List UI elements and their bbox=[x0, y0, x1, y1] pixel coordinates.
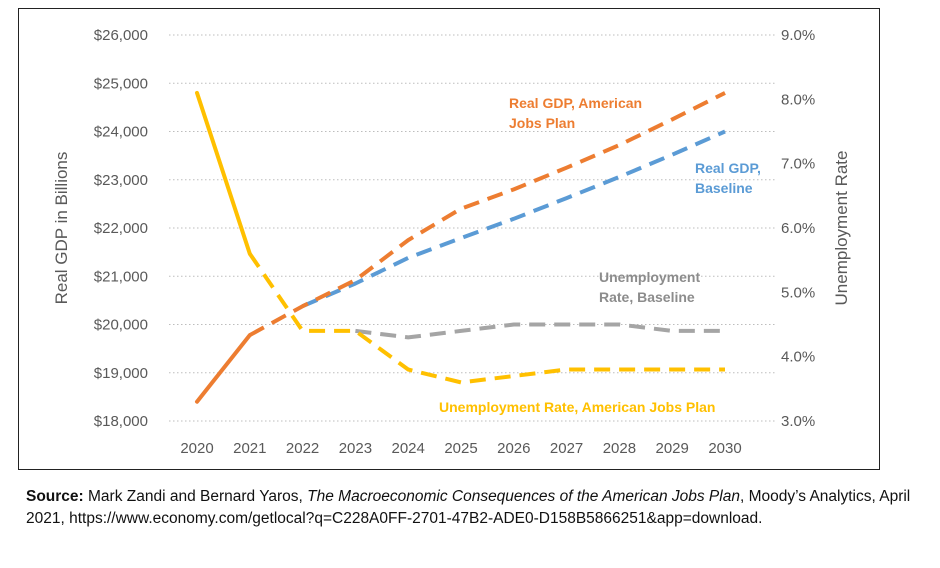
series-annotation: Real GDP, American bbox=[509, 95, 642, 111]
x-tick-label: 2027 bbox=[550, 440, 583, 457]
series-line-dashed bbox=[248, 91, 726, 337]
series-annotation: Unemployment Rate, American Jobs Plan bbox=[439, 399, 715, 415]
x-tick-label: 2022 bbox=[286, 440, 319, 457]
left-tick-label: $18,000 bbox=[94, 413, 148, 430]
left-axis-title: Real GDP in Billions bbox=[52, 152, 71, 305]
source-rest: , Moody’s Analytics, April 2021, https:/… bbox=[26, 488, 911, 527]
right-tick-label: 5.0% bbox=[781, 284, 815, 301]
series-annotation: Baseline bbox=[695, 180, 753, 196]
left-tick-label: $21,000 bbox=[94, 268, 148, 285]
x-tick-label: 2021 bbox=[233, 440, 266, 457]
chart-svg: $18,000 $19,000 $20,000 $21,000 $22,000 $23,0… bbox=[52, 27, 851, 457]
right-tick-label: 4.0% bbox=[781, 349, 815, 366]
x-tick-label: 2028 bbox=[603, 440, 636, 457]
right-tick-label: 7.0% bbox=[781, 156, 815, 173]
left-tick-label: $20,000 bbox=[94, 317, 148, 334]
left-tick-label: $19,000 bbox=[94, 365, 148, 382]
series-line-solid bbox=[195, 90, 252, 256]
series-annotation: Jobs Plan bbox=[509, 115, 575, 131]
x-tick-label: 2020 bbox=[180, 440, 213, 457]
x-tick-label: 2024 bbox=[392, 440, 425, 457]
left-tick-label: $25,000 bbox=[94, 75, 148, 92]
series-line-solid bbox=[195, 333, 252, 404]
right-tick-label: 9.0% bbox=[781, 27, 815, 44]
right-tick-label: 6.0% bbox=[781, 220, 815, 237]
left-tick-label: $23,000 bbox=[94, 172, 148, 189]
series-line-dashed bbox=[355, 322, 725, 340]
source-label: Source: bbox=[26, 488, 84, 505]
series-line-dashed bbox=[248, 252, 725, 385]
left-tick-label: $24,000 bbox=[94, 124, 148, 141]
source-note: Source: Mark Zandi and Bernard Yaros, Th… bbox=[26, 486, 926, 530]
source-title: The Macroeconomic Consequences of the Am… bbox=[307, 488, 740, 505]
x-tick-label: 2026 bbox=[497, 440, 530, 457]
left-tick-label: $22,000 bbox=[94, 220, 148, 237]
x-tick-label: 2030 bbox=[708, 440, 741, 457]
x-tick-label: 2029 bbox=[656, 440, 689, 457]
chart-frame: $18,000 $19,000 $20,000 $21,000 $22,000 $23,0… bbox=[18, 8, 880, 470]
series-line-dashed bbox=[301, 129, 726, 309]
source-authors: Mark Zandi and Bernard Yaros, bbox=[83, 488, 308, 505]
right-tick-label: 8.0% bbox=[781, 91, 815, 108]
x-tick-label: 2025 bbox=[444, 440, 477, 457]
right-tick-label: 3.0% bbox=[781, 413, 815, 430]
series-annotation: Rate, Baseline bbox=[599, 289, 695, 305]
series-annotation: Real GDP, bbox=[695, 160, 761, 176]
right-axis-title: Unemployment Rate bbox=[832, 151, 851, 306]
left-tick-label: $26,000 bbox=[94, 27, 148, 44]
x-tick-label: 2023 bbox=[339, 440, 372, 457]
series-annotation: Unemployment bbox=[599, 269, 700, 285]
